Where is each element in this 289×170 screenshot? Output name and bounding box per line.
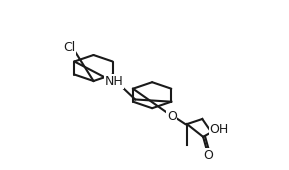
Text: Cl: Cl: [63, 41, 75, 54]
Text: O: O: [167, 110, 177, 123]
Text: OH: OH: [210, 123, 229, 136]
Text: NH: NH: [105, 75, 123, 88]
Text: O: O: [203, 149, 213, 162]
